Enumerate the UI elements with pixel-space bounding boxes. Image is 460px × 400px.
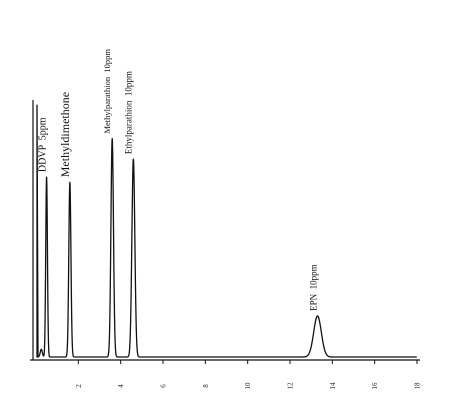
peak-label-methylparathion: Methylparathion 10ppm [102,49,112,134]
tick-layer: 2 4 6 8 10 12 14 16 18 [75,360,422,390]
peak-label-layer: DDVP 5ppm Methyldimethone Methylparathion … [38,49,319,311]
peak-label-ddvp: DDVP 5ppm [38,117,49,172]
axis-layer: 2 4 6 8 10 12 14 16 18 [30,100,422,390]
x-tick-label: 16 [371,382,379,390]
peak-label-epn: EPN 10ppm [309,264,319,311]
peak-label-ethylparathion: Ethylparathion 10ppm [123,71,133,154]
x-tick-label: 14 [329,382,337,390]
x-tick-label: 6 [160,384,168,388]
peak-label-methyldimethone: Methyldimethone [58,92,72,177]
chromatogram-trace [36,104,418,358]
x-tick-label: 8 [202,384,210,388]
x-tick-label: 12 [287,382,295,390]
x-tick-label: 2 [75,384,83,388]
x-tick-label: 4 [117,384,125,388]
x-tick-label: 10 [244,382,252,390]
x-tick-label: 18 [414,382,422,390]
